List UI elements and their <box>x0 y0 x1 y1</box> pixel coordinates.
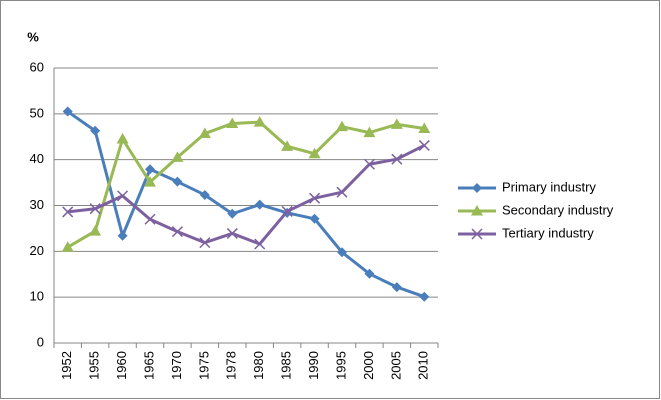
marker <box>226 227 238 239</box>
marker <box>144 176 156 187</box>
marker <box>390 118 403 129</box>
x-tick-label: 2010 <box>416 351 431 380</box>
x-tick-label: 1952 <box>59 351 74 380</box>
legend-label: Primary industry <box>502 179 596 194</box>
marker <box>363 158 375 170</box>
y-tick-label: 40 <box>30 151 44 166</box>
x-tick-label: 1980 <box>251 351 266 380</box>
marker <box>308 147 321 159</box>
x-tick-label: 1985 <box>279 351 294 380</box>
marker <box>336 120 348 132</box>
marker <box>254 199 265 210</box>
legend-label: Tertiary industry <box>502 225 594 240</box>
y-tick-label: 10 <box>30 289 44 304</box>
x-tick-label: 1960 <box>114 351 129 380</box>
marker <box>145 164 155 175</box>
x-tick-label: 1995 <box>333 351 348 380</box>
x-tick-label: 1990 <box>306 351 321 380</box>
marker <box>171 151 184 162</box>
marker <box>418 122 431 133</box>
marker <box>89 203 101 215</box>
marker <box>226 117 239 128</box>
marker <box>227 208 238 219</box>
marker <box>199 237 211 249</box>
series-line <box>66 110 425 299</box>
marker <box>116 133 129 144</box>
marker <box>419 291 430 302</box>
marker <box>198 127 211 139</box>
y-tick-label: 0 <box>37 334 44 349</box>
y-tick-label: 30 <box>30 197 44 212</box>
marker <box>363 126 376 138</box>
marker <box>418 139 430 151</box>
series-line <box>66 120 425 249</box>
marker <box>391 153 403 165</box>
marker <box>117 230 128 241</box>
x-tick-label: 1970 <box>169 351 184 380</box>
marker <box>199 189 210 200</box>
marker <box>61 241 74 252</box>
marker <box>62 106 73 117</box>
y-tick-label: 20 <box>30 243 44 258</box>
marker <box>172 176 183 187</box>
marker <box>144 213 156 225</box>
x-tick-label: 2005 <box>388 351 403 380</box>
marker <box>90 125 101 136</box>
legend-marker <box>472 183 482 193</box>
y-axis-label: % <box>27 29 39 44</box>
marker <box>117 190 129 202</box>
x-tick-label: 1978 <box>224 351 239 380</box>
x-tick-label: 1955 <box>87 351 102 380</box>
legend-marker <box>471 205 483 216</box>
legend-label: Secondary industry <box>502 202 614 217</box>
marker <box>281 140 294 151</box>
marker <box>62 206 74 218</box>
x-tick-label: 1965 <box>141 351 156 380</box>
marker <box>391 282 402 293</box>
x-tick-label: 1975 <box>196 351 211 380</box>
y-tick-label: 60 <box>30 59 44 74</box>
marker <box>254 238 266 250</box>
marker <box>281 205 293 217</box>
marker <box>171 226 183 238</box>
legend-marker <box>471 228 483 240</box>
marker <box>337 247 347 258</box>
y-tick-label: 50 <box>30 105 44 120</box>
marker <box>309 213 320 224</box>
x-tick-label: 2000 <box>361 351 376 380</box>
marker <box>89 225 102 236</box>
marker <box>364 268 375 279</box>
marker <box>253 116 266 127</box>
marker <box>336 186 348 198</box>
marker <box>309 192 321 204</box>
